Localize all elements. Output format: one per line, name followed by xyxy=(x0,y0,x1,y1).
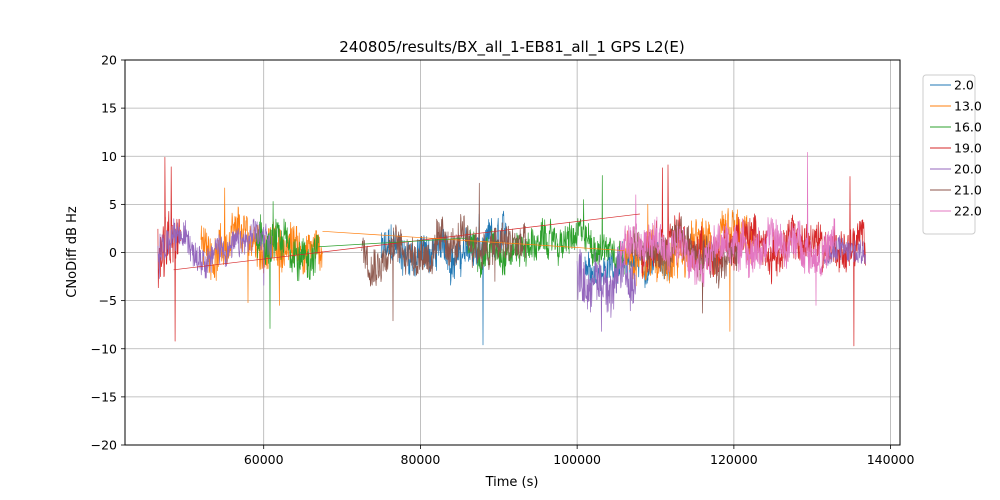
series-16.0-connector xyxy=(318,237,468,248)
y-tick-label: 20 xyxy=(101,53,117,68)
chart-title: 240805/results/BX_all_1-EB81_all_1 GPS L… xyxy=(339,38,684,57)
legend-label: 21.0 xyxy=(954,183,982,198)
legend-label: 20.0 xyxy=(954,162,982,177)
y-tick-label: −20 xyxy=(91,438,117,453)
legend-label: 13.0 xyxy=(954,99,982,114)
series-16.0-line xyxy=(255,201,319,329)
y-tick-label: −15 xyxy=(91,389,117,404)
series-16.0-line xyxy=(467,175,625,278)
series-20.0-line xyxy=(157,218,272,286)
x-axis-title: Time (s) xyxy=(485,475,539,490)
legend-label: 19.0 xyxy=(954,141,982,156)
legend: 2.0 13.0 16.0 19.0 20.0 21.0 22.0 xyxy=(922,74,982,235)
series-22.0-line xyxy=(619,152,837,306)
y-tick-label: −10 xyxy=(91,341,117,356)
y-tick-label: −5 xyxy=(99,293,117,308)
y-tick-label: 0 xyxy=(109,245,117,260)
y-axis-title: CNoDiff dB Hz xyxy=(65,206,80,298)
legend-label: 22.0 xyxy=(954,204,982,219)
x-tick-label: 80000 xyxy=(401,452,441,467)
series-20.0-line xyxy=(823,235,866,266)
y-tick-label: 10 xyxy=(101,149,117,164)
x-tick-label: 120000 xyxy=(710,452,758,467)
series-20.0-line xyxy=(576,246,637,332)
x-tick-label: 140000 xyxy=(867,452,915,467)
legend-box xyxy=(922,74,976,235)
series-13.0-connector xyxy=(322,230,625,251)
legend-label: 16.0 xyxy=(954,120,982,135)
axis-ticks: 60000 80000 100000 120000 140000 −20 −15 −10 −5 0… xyxy=(91,53,915,468)
x-tick-label: 60000 xyxy=(244,452,284,467)
plot-area xyxy=(157,152,866,347)
x-tick-label: 100000 xyxy=(553,452,601,467)
legend-label: 2.0 xyxy=(954,78,974,93)
y-tick-label: 15 xyxy=(101,101,117,116)
y-tick-label: 5 xyxy=(109,197,117,212)
